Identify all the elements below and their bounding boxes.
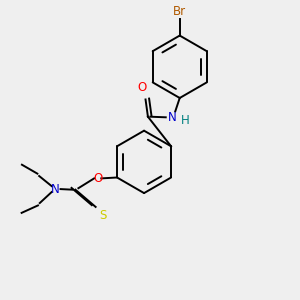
Text: H: H (181, 114, 190, 127)
Text: O: O (137, 81, 147, 94)
Text: N: N (51, 183, 60, 196)
Text: O: O (93, 172, 102, 185)
Text: S: S (99, 209, 106, 222)
Text: N: N (168, 111, 177, 124)
Text: Br: Br (173, 5, 186, 18)
